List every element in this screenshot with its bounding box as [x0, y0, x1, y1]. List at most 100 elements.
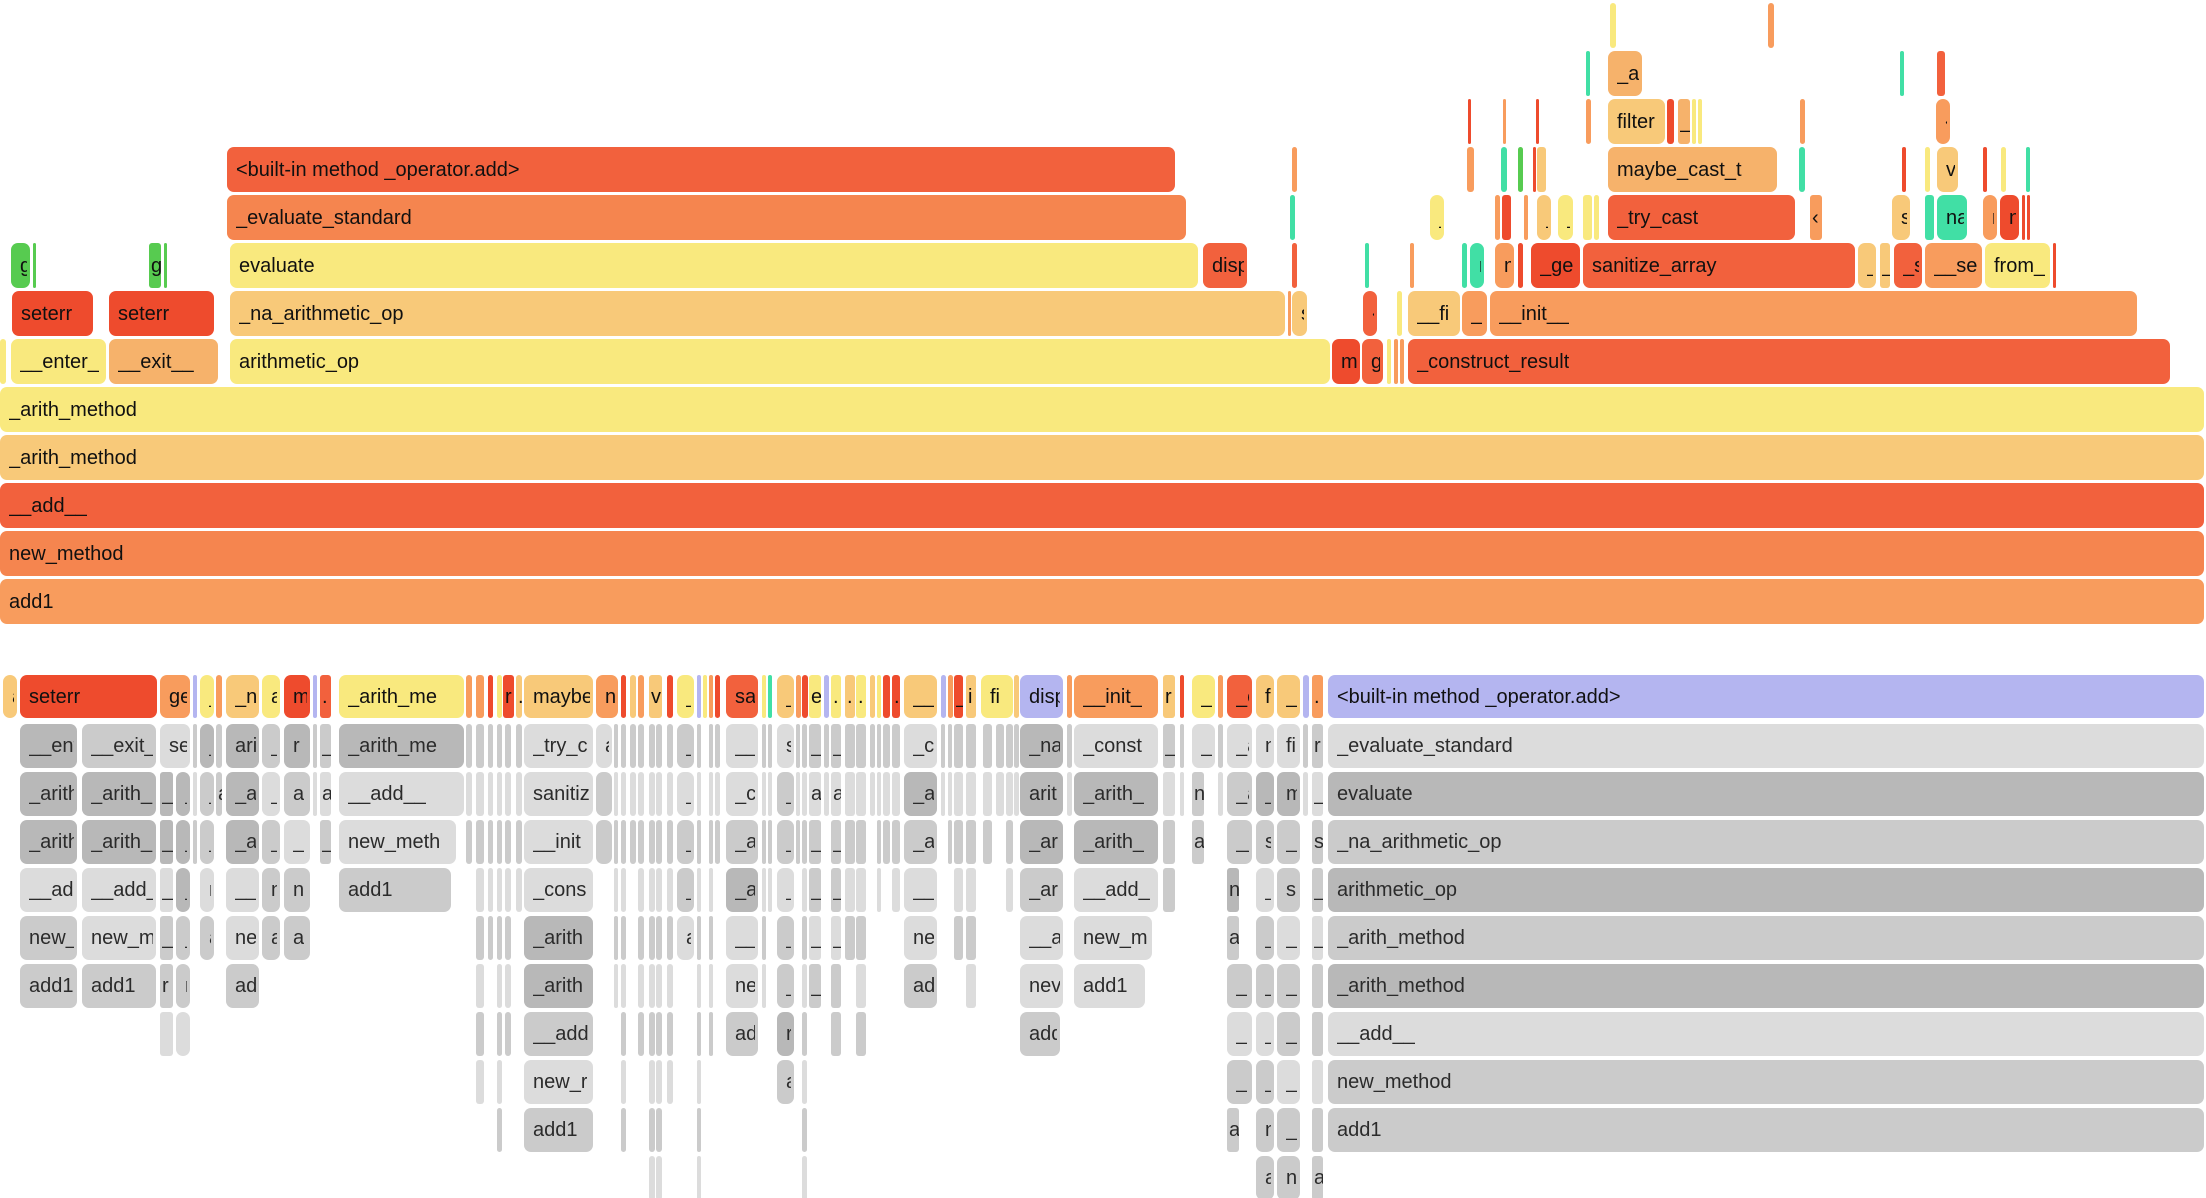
caller-frame[interactable]: _c [726, 772, 758, 816]
caller-frame[interactable]: _arith_m [82, 820, 156, 864]
caller-frame[interactable] [614, 724, 618, 768]
caller-frame[interactable]: _ [160, 820, 173, 864]
frame[interactable]: ‹ [1363, 291, 1377, 336]
caller-frame[interactable] [476, 916, 484, 960]
caller-frame[interactable]: _ [777, 868, 794, 912]
frame[interactable] [796, 675, 801, 718]
caller-frame[interactable]: _ [160, 868, 173, 912]
caller-frame[interactable] [638, 964, 644, 1008]
caller-frame[interactable]: _ [831, 820, 841, 864]
caller-frame[interactable] [667, 916, 673, 960]
caller-frame[interactable]: a [1312, 1156, 1323, 1198]
caller-frame[interactable]: _ [809, 916, 821, 960]
caller-frame[interactable] [488, 868, 493, 912]
caller-frame[interactable] [667, 772, 673, 816]
caller-frame[interactable]: n [1256, 1108, 1274, 1152]
caller-frame[interactable] [667, 868, 673, 912]
caller-frame[interactable] [892, 820, 900, 864]
frame[interactable] [2001, 147, 2006, 192]
selected-frame[interactable] [1303, 675, 1309, 718]
caller-frame[interactable] [656, 724, 662, 768]
caller-frame[interactable] [656, 1012, 662, 1056]
frame[interactable] [216, 675, 222, 718]
caller-frame[interactable] [709, 916, 713, 960]
caller-frame[interactable] [1163, 772, 1175, 816]
frame[interactable]: _ [954, 675, 963, 718]
caller-frame[interactable]: _ [262, 724, 280, 768]
frame[interactable]: __add__ [0, 483, 2204, 528]
caller-frame[interactable] [630, 724, 636, 768]
caller-frame[interactable]: _co [904, 724, 937, 768]
frame[interactable] [1394, 339, 1398, 384]
caller-frame[interactable] [614, 964, 618, 1008]
caller-frame[interactable]: a [831, 772, 841, 816]
caller-frame[interactable] [697, 1060, 701, 1104]
frame[interactable] [0, 339, 6, 384]
caller-frame[interactable] [649, 1060, 655, 1104]
caller-frame[interactable] [762, 820, 766, 864]
caller-frame[interactable] [883, 724, 890, 768]
caller-frame[interactable]: __init [524, 820, 593, 864]
frame[interactable] [802, 675, 808, 718]
caller-frame[interactable] [497, 868, 502, 912]
caller-frame[interactable]: _arith [524, 916, 593, 960]
caller-frame[interactable]: _a [726, 868, 758, 912]
caller-frame[interactable] [709, 1012, 713, 1056]
caller-frame[interactable] [856, 916, 866, 960]
caller-frame[interactable]: _ [1277, 1060, 1300, 1104]
caller-frame[interactable]: _ [1277, 916, 1300, 960]
caller-frame[interactable] [892, 724, 900, 768]
caller-frame[interactable]: s [1312, 820, 1323, 864]
caller-frame[interactable] [488, 916, 493, 960]
frame[interactable] [1468, 99, 1471, 144]
caller-frame[interactable]: __add__ [339, 772, 464, 816]
caller-frame[interactable] [697, 1012, 701, 1056]
caller-frame[interactable]: ad [726, 1012, 758, 1056]
caller-frame[interactable] [476, 964, 484, 1008]
frame[interactable]: _evaluate_standard [227, 195, 1186, 240]
frame[interactable]: g [1362, 339, 1383, 384]
caller-frame[interactable]: _ [677, 772, 694, 816]
caller-frame[interactable]: __a [904, 868, 937, 912]
caller-frame[interactable]: _ [809, 724, 821, 768]
caller-frame[interactable] [715, 724, 720, 768]
caller-frame[interactable] [505, 772, 511, 816]
caller-frame[interactable] [697, 916, 701, 960]
caller-frame[interactable]: add1 [1020, 1012, 1060, 1056]
caller-frame[interactable] [883, 772, 890, 816]
caller-frame[interactable]: __add__ [1328, 1012, 2204, 1056]
caller-frame[interactable] [497, 772, 502, 816]
caller-frame[interactable] [596, 820, 612, 864]
caller-frame[interactable] [497, 964, 502, 1008]
caller-frame[interactable] [883, 820, 890, 864]
selected-frame[interactable] [313, 675, 317, 718]
frame[interactable] [1586, 51, 1590, 96]
frame[interactable]: seterr [20, 675, 157, 718]
caller-frame[interactable] [802, 820, 807, 864]
selected-frame[interactable] [824, 675, 829, 718]
caller-frame[interactable] [621, 772, 626, 816]
frame[interactable]: r [503, 675, 514, 718]
frame[interactable] [1524, 195, 1528, 240]
caller-frame[interactable]: _ [809, 820, 821, 864]
frame[interactable]: _ [677, 675, 694, 718]
caller-frame[interactable] [621, 1108, 626, 1152]
caller-frame[interactable] [656, 916, 662, 960]
frame[interactable]: _ge [1531, 243, 1580, 288]
caller-frame[interactable] [1014, 724, 1019, 768]
caller-frame[interactable]: new_m [20, 916, 77, 960]
caller-frame[interactable]: __ent [20, 724, 77, 768]
caller-frame[interactable] [856, 724, 866, 768]
caller-frame[interactable]: _const [1074, 724, 1158, 768]
frame[interactable]: _ [1277, 675, 1300, 718]
caller-frame[interactable] [1218, 772, 1223, 816]
caller-frame[interactable] [966, 772, 976, 816]
frame[interactable] [1400, 339, 1404, 384]
caller-frame[interactable] [877, 772, 881, 816]
caller-frame[interactable] [1312, 964, 1323, 1008]
caller-frame[interactable]: _arith [20, 772, 77, 816]
caller-frame[interactable] [856, 1012, 866, 1056]
caller-frame[interactable] [1014, 772, 1019, 816]
caller-frame[interactable]: r [160, 964, 173, 1008]
frame[interactable] [1462, 243, 1467, 288]
